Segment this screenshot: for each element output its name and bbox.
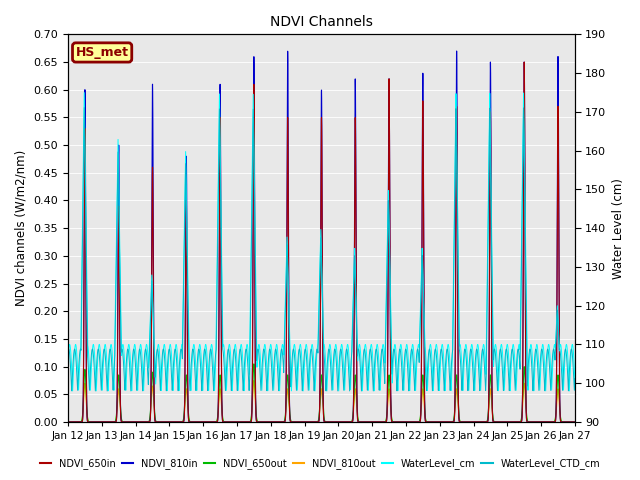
Legend: NDVI_650in, NDVI_810in, NDVI_650out, NDVI_810out, WaterLevel_cm, WaterLevel_CTD_: NDVI_650in, NDVI_810in, NDVI_650out, NDV… (36, 454, 604, 473)
Y-axis label: NDVI channels (W/m2/nm): NDVI channels (W/m2/nm) (15, 150, 28, 306)
Text: HS_met: HS_met (76, 46, 129, 59)
Y-axis label: Water Level (cm): Water Level (cm) (612, 178, 625, 278)
Title: NDVI Channels: NDVI Channels (270, 15, 373, 29)
